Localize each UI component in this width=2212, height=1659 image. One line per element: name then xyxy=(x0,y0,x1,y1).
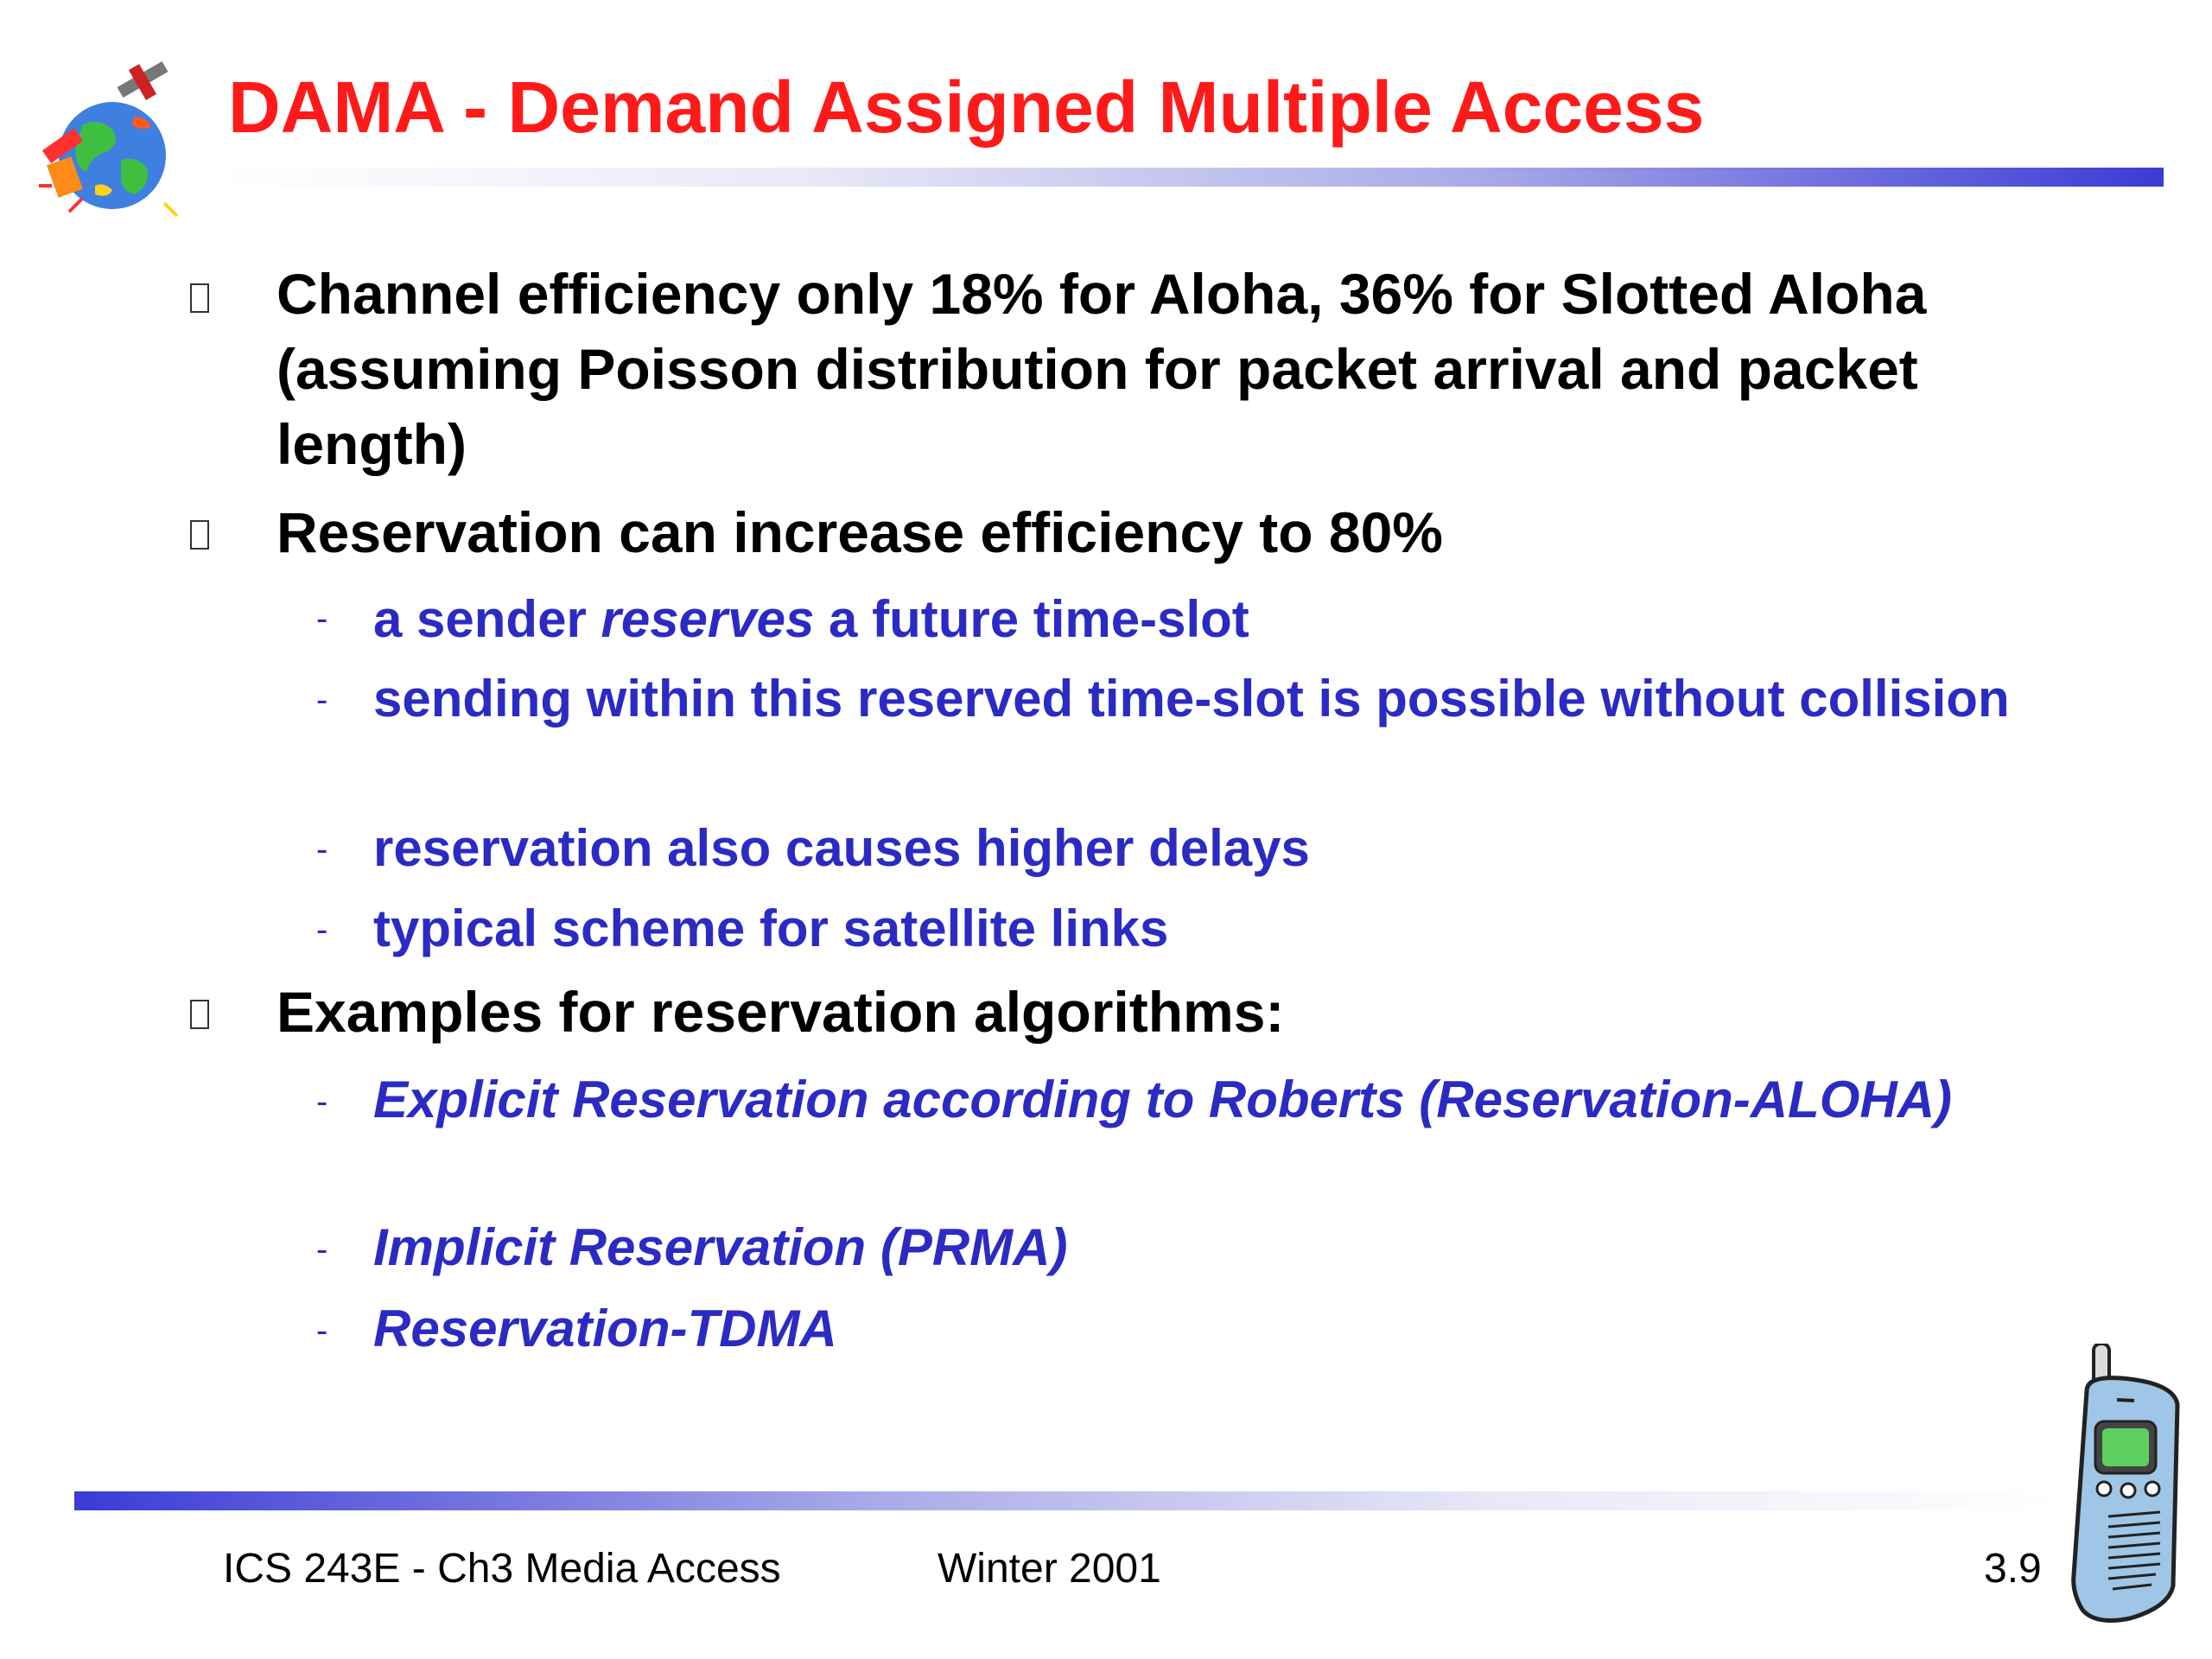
bullet-item: Examples for reservation algorithms: xyxy=(276,980,1285,1044)
page-number: 3.9 xyxy=(1984,1546,2042,1592)
sub-bullet-text: a sender xyxy=(373,590,601,648)
mobile-phone-icon xyxy=(2071,1344,2180,1623)
page-title: DAMA - Demand Assigned Multiple Access xyxy=(228,67,1705,148)
bullet-marker xyxy=(190,520,209,550)
sub-bullet-item: Explicit Reservation according to Robert… xyxy=(373,1071,1953,1128)
footer-course: ICS 243E - Ch3 Media Access xyxy=(223,1546,781,1592)
sub-bullet-item: a sender reserves a future time-slot xyxy=(373,587,2015,652)
sub-bullet-dash: - xyxy=(316,830,328,868)
sub-bullet-dash: - xyxy=(316,1230,328,1268)
satellite-globe-icon xyxy=(39,60,179,218)
bullet-marker xyxy=(190,283,209,313)
sub-bullet-item: typical scheme for satellite links xyxy=(373,899,1169,957)
bullet-item: Channel efficiency only 18% for Aloha, 3… xyxy=(276,262,1927,476)
sub-bullet-item: Implicit Reservation (PRMA) xyxy=(373,1218,1068,1276)
title-rule xyxy=(216,168,2164,187)
bullet-item: Reservation can increase efficiency to 8… xyxy=(276,500,1443,564)
footer-term: Winter 2001 xyxy=(938,1546,1161,1592)
sub-bullet-item: Reservation-TDMA xyxy=(373,1300,837,1357)
sub-bullet-dash: - xyxy=(316,600,328,638)
sub-bullet-dash: - xyxy=(316,681,328,719)
footer-rule xyxy=(74,1491,2062,1510)
sub-bullet-dash: - xyxy=(316,911,328,949)
sub-bullet-dash: - xyxy=(316,1312,328,1350)
sub-bullet-item: reservation also causes higher delays xyxy=(373,819,1310,877)
sub-bullet-text: a future time-slot xyxy=(814,590,1249,648)
bullet-marker xyxy=(190,1000,209,1029)
sub-bullet-dash: - xyxy=(316,1083,328,1121)
emphasis-text: reserves xyxy=(601,590,815,648)
sub-bullet-item: sending within this reserved time-slot i… xyxy=(373,670,2010,728)
